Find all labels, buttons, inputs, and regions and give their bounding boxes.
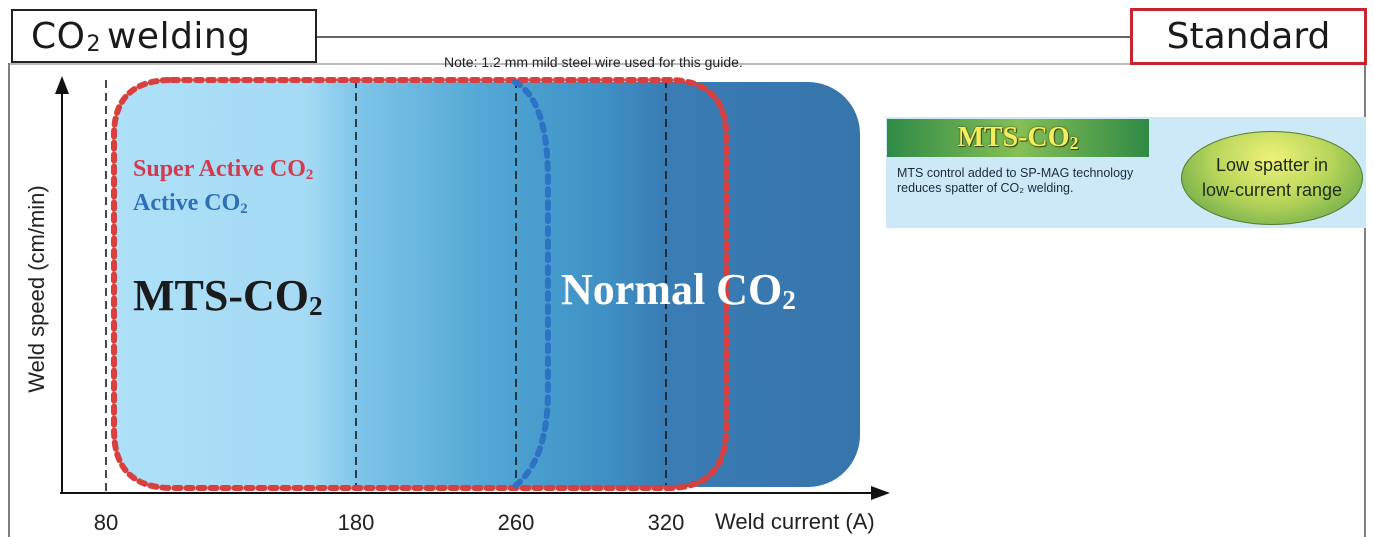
mts-co2-info-title-text: MTS-CO — [957, 122, 1070, 153]
low-spatter-line1: Low spatter in — [1215, 155, 1329, 175]
x-tick-320: 320 — [647, 510, 685, 535]
super-active-label: Super Active CO2 — [133, 156, 313, 183]
x-tick-80: 80 — [93, 510, 119, 535]
x-axis-label: Weld current (A) — [715, 509, 875, 534]
mts-co2-info-description: MTS control added to SP-MAG technology r… — [897, 166, 1134, 195]
normal-co2-region-sub: 2 — [782, 284, 796, 315]
active-outline — [512, 79, 551, 489]
active-label-text: Active CO — [133, 190, 241, 216]
active-label-sub: 2 — [240, 200, 248, 217]
x-tick-180: 180 — [337, 510, 375, 535]
y-axis-arrow — [55, 76, 69, 94]
y-axis-label: Weld speed (cm/min) — [24, 185, 49, 393]
section-title-prefix: CO — [31, 15, 86, 57]
low-spatter-line2: low-current range — [1201, 180, 1343, 200]
section-title-subscript: 2 — [86, 31, 101, 57]
super-active-label-text: Super Active CO — [133, 156, 306, 182]
active-label: Active CO2 — [133, 190, 248, 217]
x-tick-260: 260 — [497, 510, 535, 535]
low-spatter-oval: Low spatter in low-current range — [1181, 131, 1363, 225]
section-title-suffix: welding — [106, 15, 251, 57]
normal-co2-region-label: Normal CO2 — [561, 264, 796, 315]
wire-note: Note: 1.2 mm mild steel wire used for th… — [444, 54, 743, 70]
normal-co2-region-text: Normal CO — [561, 265, 783, 314]
mts-co2-region-text: MTS-CO — [133, 271, 309, 320]
mts-co2-info-title: MTS-CO 2 — [887, 119, 1149, 157]
mts-co2-region-label: MTS-CO2 — [133, 270, 323, 321]
super-active-label-sub: 2 — [305, 166, 314, 183]
current-dashed-lines — [105, 80, 667, 492]
super-active-outline — [111, 77, 729, 491]
region-fill — [112, 82, 860, 487]
mts-co2-info-title-sub: 2 — [1069, 132, 1079, 153]
standard-badge: Standard — [1130, 8, 1367, 65]
mts-co2-region-sub: 2 — [309, 290, 323, 321]
x-axis-arrow — [871, 486, 890, 500]
section-title: CO 2 welding — [11, 9, 317, 63]
